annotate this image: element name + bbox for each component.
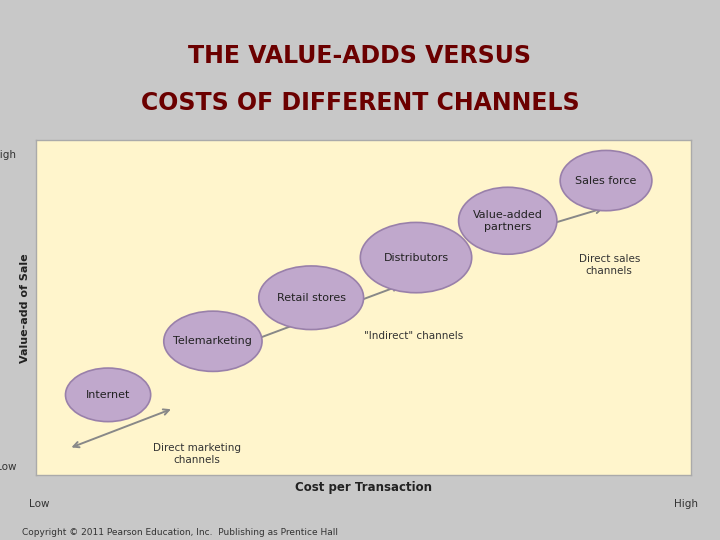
Text: Value-added
partners: Value-added partners xyxy=(473,210,543,232)
Text: Sales force: Sales force xyxy=(575,176,636,186)
Text: Low: Low xyxy=(30,498,50,509)
Text: "Indirect" channels: "Indirect" channels xyxy=(364,331,463,341)
Text: Telemarketing: Telemarketing xyxy=(174,336,252,346)
Text: COSTS OF DIFFERENT CHANNELS: COSTS OF DIFFERENT CHANNELS xyxy=(140,91,580,116)
Text: Low: Low xyxy=(0,462,17,472)
Text: THE VALUE-ADDS VERSUS: THE VALUE-ADDS VERSUS xyxy=(189,44,531,68)
Text: Direct marketing
channels: Direct marketing channels xyxy=(153,443,240,465)
Text: High: High xyxy=(0,151,17,160)
Text: Direct sales
channels: Direct sales channels xyxy=(579,254,640,276)
Ellipse shape xyxy=(66,368,150,422)
Text: Distributors: Distributors xyxy=(384,253,449,262)
X-axis label: Cost per Transaction: Cost per Transaction xyxy=(295,481,432,494)
Text: Retail stores: Retail stores xyxy=(276,293,346,303)
Ellipse shape xyxy=(560,151,652,211)
Text: High: High xyxy=(674,498,698,509)
Text: Internet: Internet xyxy=(86,390,130,400)
Text: Copyright © 2011 Pearson Education, Inc.  Publishing as Prentice Hall: Copyright © 2011 Pearson Education, Inc.… xyxy=(22,528,338,537)
Ellipse shape xyxy=(163,311,262,372)
Ellipse shape xyxy=(360,222,472,293)
Y-axis label: Value-add of Sale: Value-add of Sale xyxy=(20,253,30,363)
Ellipse shape xyxy=(258,266,364,329)
Ellipse shape xyxy=(459,187,557,254)
